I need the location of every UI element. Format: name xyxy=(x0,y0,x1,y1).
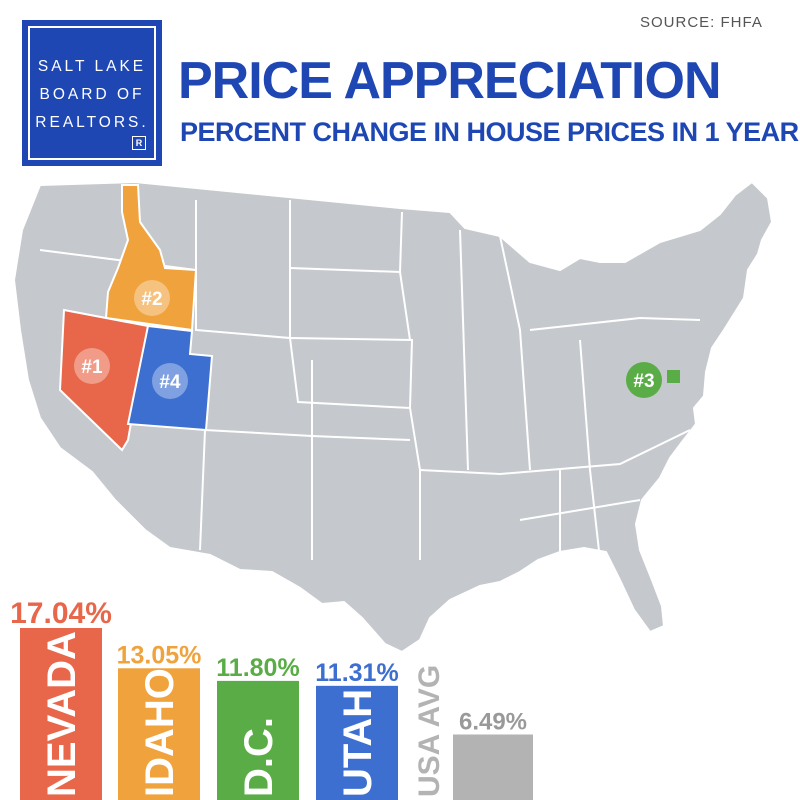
category-label-utah: UTAH xyxy=(336,689,380,797)
dc-marker-square xyxy=(667,370,680,383)
us-map-outline xyxy=(12,180,774,654)
rank-label-idaho: #2 xyxy=(141,289,162,310)
page-title: PRICE APPRECIATION xyxy=(178,52,721,110)
rank-badge-utah: #4 xyxy=(152,363,188,399)
bar-utah xyxy=(316,685,398,800)
bar-usa-avg xyxy=(453,734,533,800)
value-label-idaho: 13.05% xyxy=(117,641,202,669)
page-subtitle: PERCENT CHANGE IN HOUSE PRICES IN 1 YEAR xyxy=(180,117,799,147)
category-label-idaho: IDAHO xyxy=(138,668,182,797)
category-label-usa-avg: USA AVG xyxy=(413,665,446,797)
logo-border: SALT LAKE BOARD OF REALTORS. R xyxy=(28,26,156,160)
value-label-d-c: 11.80% xyxy=(216,654,299,682)
nevada-state xyxy=(58,308,150,452)
rank-badge-nevada: #1 xyxy=(74,348,110,384)
logo-line-1: SALT LAKE xyxy=(37,58,147,75)
value-label-nevada: 17.04% xyxy=(10,597,112,630)
rank-label-dc: #3 xyxy=(633,371,654,392)
rank-badge-dc: #3 xyxy=(626,362,662,398)
source-note: SOURCE: FHFA xyxy=(640,14,763,31)
bar-idaho xyxy=(118,668,200,800)
bar-chart: 17.04%NEVADA 13.05%IDAHO11.80%D.C.11.31%U… xyxy=(10,597,533,800)
bar-d-c xyxy=(217,680,299,800)
rank-label-utah: #4 xyxy=(159,372,181,393)
realtor-mark-icon: R xyxy=(132,136,146,150)
value-label-usa-avg: 6.49% xyxy=(459,708,527,735)
utah-state xyxy=(126,324,214,432)
category-label-d-c: D.C. xyxy=(237,717,281,797)
logo-line-2: BOARD OF xyxy=(39,86,145,103)
bar-nevada xyxy=(20,628,102,800)
value-label-utah: 11.31% xyxy=(315,659,398,687)
salt-lake-board-of-realtors-logo: SALT LAKE BOARD OF REALTORS. R xyxy=(22,20,162,166)
rank-label-nevada: #1 xyxy=(81,357,103,378)
rank-badge-idaho: #2 xyxy=(134,280,170,316)
logo-line-3: REALTORS. xyxy=(35,114,149,131)
category-label-nevada: NEVADA xyxy=(40,631,84,797)
state-borders xyxy=(39,200,701,561)
